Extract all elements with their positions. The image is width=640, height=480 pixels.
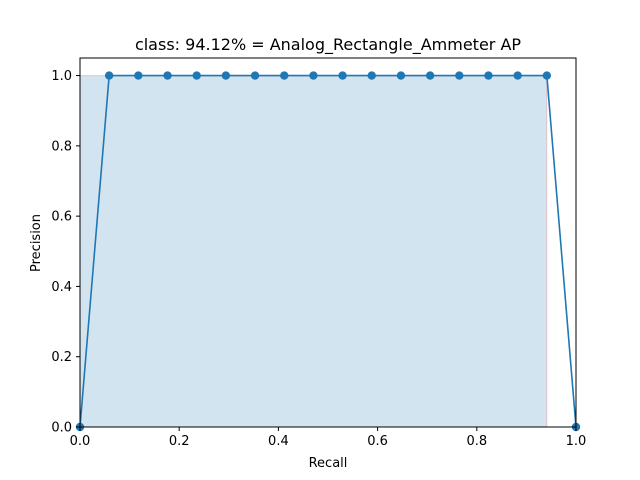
axes-frame <box>79 57 577 428</box>
y-tick-label: 1.0 <box>51 69 72 84</box>
x-axis-label: Recall <box>309 456 348 471</box>
x-axis-ticks: 0.0 0.2 0.4 0.6 0.8 1.0 <box>70 427 587 449</box>
data-point <box>163 71 172 80</box>
data-point <box>396 71 406 80</box>
data-point <box>192 71 201 80</box>
x-tick-label: 0.6 <box>367 434 388 449</box>
data-point <box>338 71 347 80</box>
series-line <box>79 74 577 428</box>
x-tick-label: 0.8 <box>466 434 487 449</box>
data-point <box>280 71 289 80</box>
data-point <box>513 71 522 80</box>
data-point <box>455 71 464 80</box>
data-point <box>425 71 435 80</box>
y-tick-label: 0.6 <box>51 210 72 225</box>
x-tick-label: 0.0 <box>70 434 91 449</box>
data-point <box>542 71 552 80</box>
x-tick-label: 0.2 <box>169 434 190 449</box>
y-tick-label: 0.0 <box>51 421 72 436</box>
y-axis-ticks: 0.0 0.2 0.4 0.6 0.8 1.0 <box>51 69 80 436</box>
x-tick-label: 1.0 <box>566 434 587 449</box>
plot-area <box>75 57 581 432</box>
x-tick-label: 0.4 <box>268 434 289 449</box>
y-tick-label: 0.4 <box>51 280 72 295</box>
data-point <box>221 71 231 80</box>
data-point <box>104 71 114 80</box>
data-point <box>484 71 493 80</box>
y-tick-label: 0.2 <box>51 350 72 365</box>
y-axis-label: Precision <box>29 214 44 272</box>
data-point <box>367 71 376 80</box>
chart-title: class: 94.12% = Analog_Rectangle_Ammeter… <box>135 35 521 55</box>
data-point <box>250 71 260 80</box>
data-point <box>309 71 318 80</box>
y-tick-label: 0.8 <box>51 139 72 154</box>
data-point <box>134 71 143 80</box>
area-fill <box>80 75 547 428</box>
